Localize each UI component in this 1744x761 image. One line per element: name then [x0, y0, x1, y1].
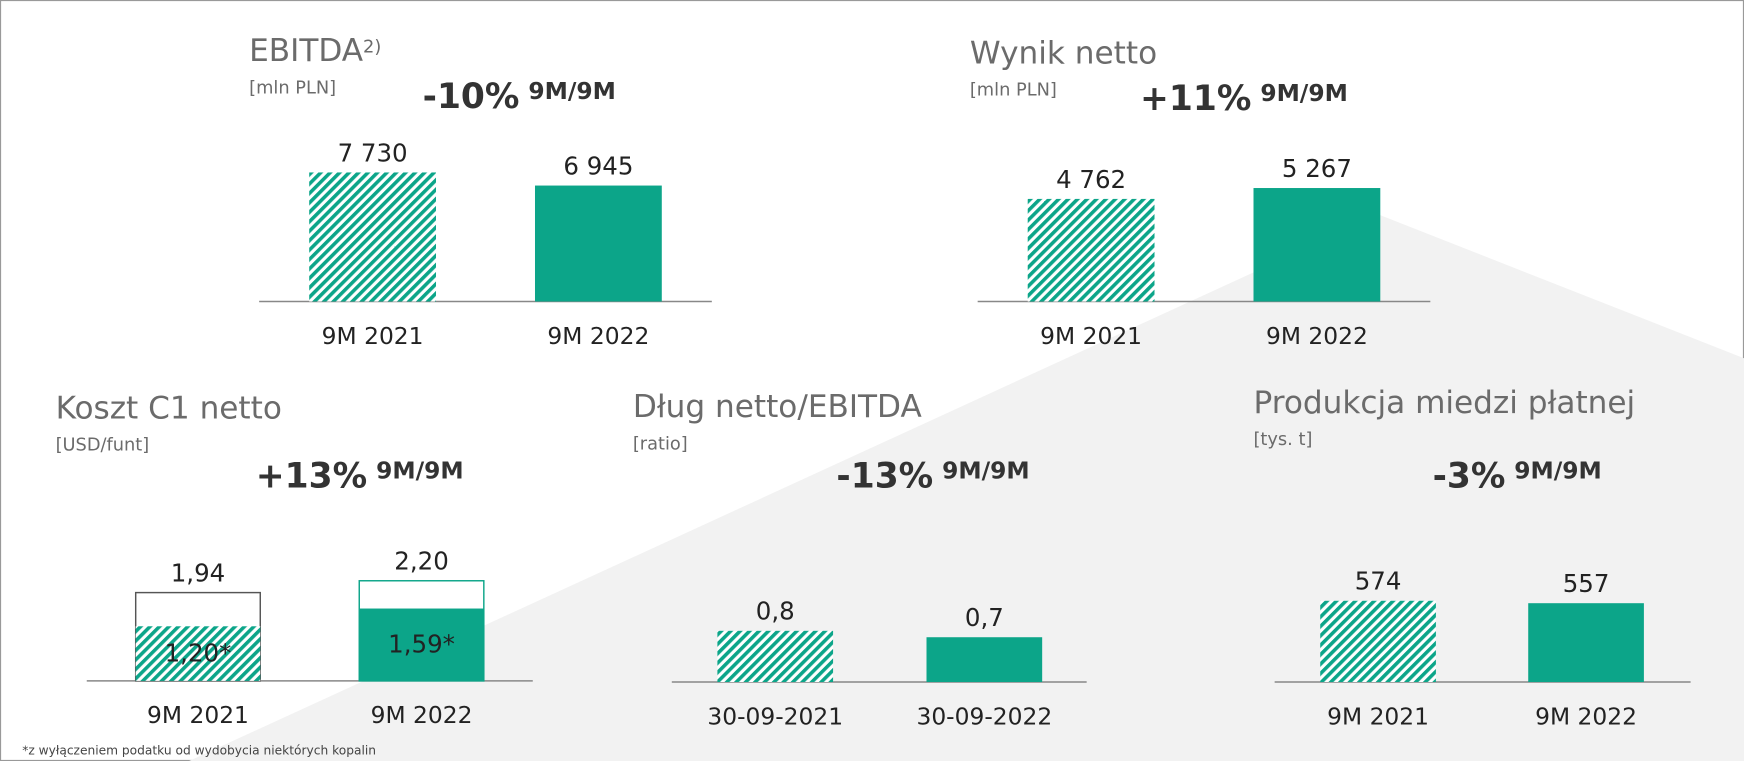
chart-title: Dług netto/EBITDA — [633, 389, 923, 425]
category-label: 9M 2021 — [1040, 322, 1142, 350]
title-text: Dług netto/EBITDA — [633, 389, 923, 425]
bar — [717, 630, 834, 683]
inner-value-label: 1,59* — [388, 629, 455, 658]
category-label: 9M 2021 — [322, 322, 424, 350]
footnote: *z wyłączeniem podatku od wydobycia niek… — [22, 743, 376, 757]
value-label: 1,94 — [171, 558, 225, 587]
value-label: 5 267 — [1282, 154, 1352, 183]
inner-bar — [135, 626, 261, 681]
chart-subtitle: [ratio] — [633, 433, 688, 454]
chart-title: EBITDA2) — [249, 33, 381, 69]
value-label: 574 — [1355, 567, 1402, 596]
change: -13% 9M/9M — [836, 456, 1029, 496]
value-label: 557 — [1563, 569, 1610, 598]
inner-value-label: 1,20* — [165, 638, 232, 667]
title-text: Produkcja miedzi płatnej — [1254, 385, 1636, 421]
inner-bar — [359, 608, 484, 681]
value-label: 0,7 — [965, 603, 1004, 632]
change-period: 9M/9M — [1514, 456, 1602, 484]
chart-subtitle: [tys. t] — [1254, 429, 1313, 450]
category-label: 9M 2021 — [1327, 702, 1429, 730]
title-text: EBITDA — [249, 33, 364, 69]
title-text: Wynik netto — [970, 35, 1157, 71]
bar — [534, 185, 662, 302]
category-label: 9M 2022 — [1266, 322, 1368, 350]
value-label: 7 730 — [338, 138, 408, 167]
value-label: 4 762 — [1056, 165, 1126, 194]
value-label: 2,20 — [394, 547, 448, 576]
bar — [1528, 603, 1644, 683]
value-label: 6 945 — [563, 151, 633, 180]
category-label: 9M 2022 — [547, 322, 649, 350]
chart-title: Koszt C1 netto — [56, 390, 282, 426]
change-value: +11% — [1140, 79, 1251, 119]
chart-subtitle: [USD/funt] — [56, 435, 150, 456]
change-value: -13% — [836, 456, 933, 496]
category-label: 9M 2022 — [371, 701, 473, 729]
change: -3% 9M/9M — [1433, 456, 1602, 496]
change-period: 9M/9M — [376, 456, 464, 484]
chart-subtitle: [mln PLN] — [249, 77, 336, 98]
category-label: 30-09-2021 — [707, 702, 843, 730]
change: +13% 9M/9M — [256, 456, 464, 496]
change-period: 9M/9M — [942, 456, 1030, 484]
change: +11% 9M/9M — [1140, 79, 1348, 119]
change-period: 9M/9M — [1260, 79, 1348, 107]
chart-title: Wynik netto — [970, 35, 1157, 71]
change-value: +13% — [256, 456, 367, 496]
category-label: 30-09-2022 — [916, 702, 1052, 730]
title-superscript: 2) — [363, 36, 381, 57]
value-label: 0,8 — [756, 597, 795, 626]
title-text: Koszt C1 netto — [56, 390, 282, 426]
chart-title: Produkcja miedzi płatnej — [1254, 385, 1636, 421]
bar — [1320, 600, 1436, 683]
change-value: -10% — [423, 77, 520, 117]
chart-subtitle: [mln PLN] — [970, 80, 1057, 101]
change-value: -3% — [1433, 456, 1506, 496]
change: -10% 9M/9M — [423, 77, 616, 117]
bar — [926, 637, 1043, 683]
bar — [1253, 188, 1381, 302]
change-period: 9M/9M — [528, 77, 616, 105]
bar — [1027, 198, 1155, 302]
category-label: 9M 2021 — [147, 701, 249, 729]
category-label: 9M 2022 — [1535, 702, 1637, 730]
bar — [309, 172, 436, 302]
